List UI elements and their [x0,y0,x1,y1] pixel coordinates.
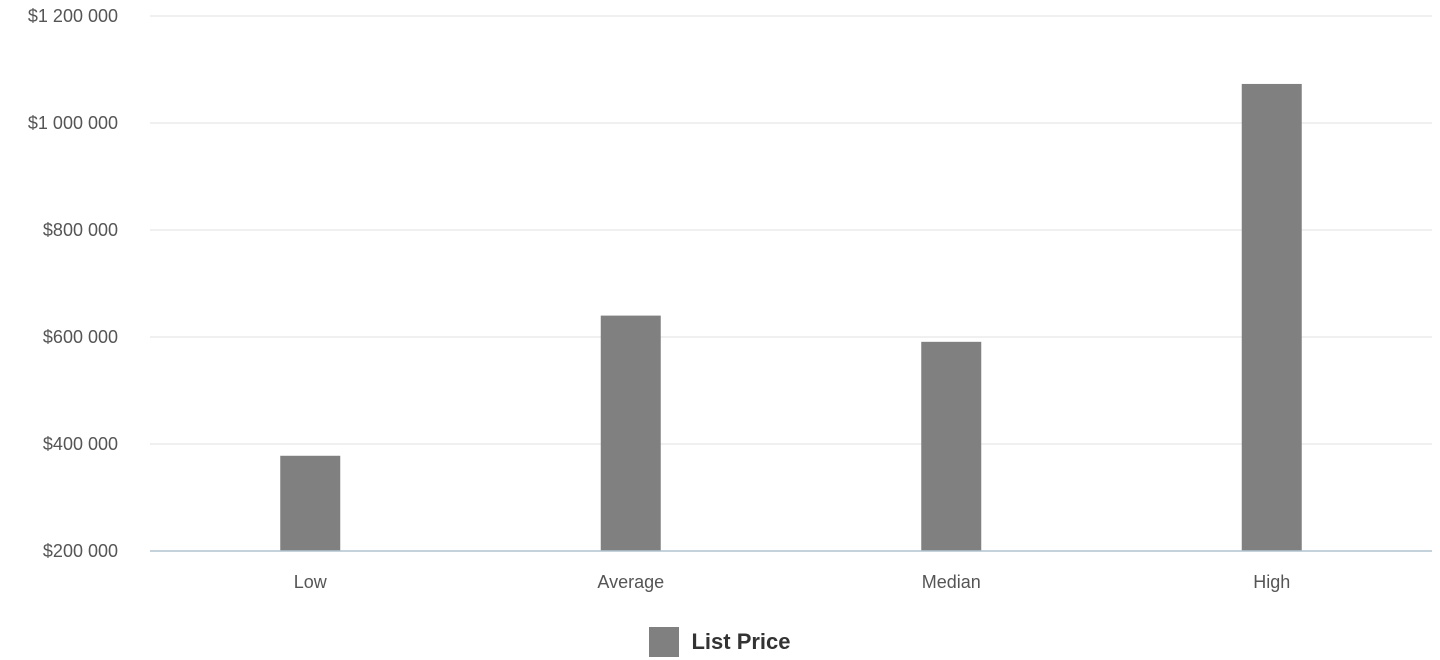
x-tick-label-median: Median [922,572,981,592]
y-tick-label: $600 000 [43,327,118,347]
bar-average[interactable] [600,315,661,551]
bar-low[interactable] [280,455,341,551]
legend-swatch [649,627,680,657]
bars [280,83,1302,551]
y-axis-ticks: $200 000 $400 000 $600 000 $800 000 $1 000 0… [28,6,118,561]
y-tick-label: $1 200 000 [28,6,118,26]
y-tick-label: $1 000 000 [28,113,118,133]
bar-high[interactable] [1241,83,1302,551]
x-tick-label-low: Low [294,572,328,592]
legend[interactable]: List Price [0,626,1440,658]
x-tick-label-average: Average [597,572,664,592]
legend-label-list-price: List Price [691,629,791,654]
bar-median[interactable] [921,341,982,551]
x-axis-labels: Low Average Median High [294,572,1291,592]
gridlines [150,15,1432,445]
y-tick-label: $200 000 [43,541,118,561]
y-tick-label: $800 000 [43,220,118,240]
x-tick-label-high: High [1253,572,1290,592]
y-tick-label: $400 000 [43,434,118,454]
